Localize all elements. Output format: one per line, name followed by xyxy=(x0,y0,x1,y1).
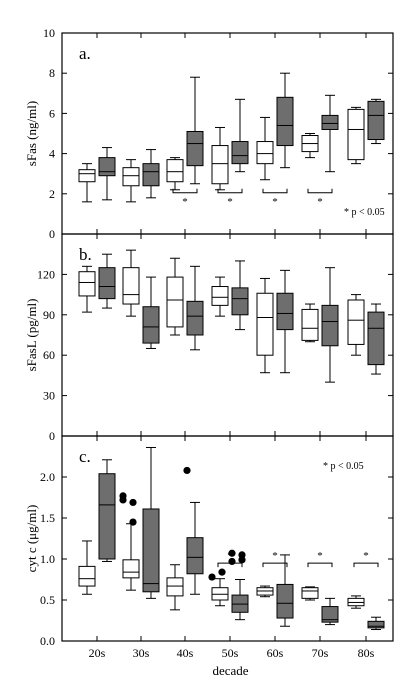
y-tick-label: 4 xyxy=(49,147,55,161)
outlier-point xyxy=(119,492,127,500)
y-tick-label: 90 xyxy=(43,308,55,322)
outlier-point xyxy=(238,551,246,559)
significance-star: * xyxy=(272,550,278,562)
significance-star: * xyxy=(227,196,233,208)
box xyxy=(276,583,294,619)
box xyxy=(98,267,116,300)
box xyxy=(276,292,294,331)
y-tick-label: 30 xyxy=(43,389,55,403)
outlier-point xyxy=(238,556,246,564)
panel-frame xyxy=(61,233,394,437)
y-tick-label: 2.0 xyxy=(40,470,55,484)
y-tick-label: 8 xyxy=(49,66,55,80)
box xyxy=(256,292,274,356)
significance-bracket xyxy=(262,562,288,568)
box xyxy=(186,130,204,167)
box xyxy=(142,508,160,593)
x-tick-label: 40s xyxy=(177,646,194,660)
box xyxy=(321,606,339,623)
box xyxy=(347,108,365,161)
outlier-point xyxy=(183,466,191,475)
y-tick-label: 0 xyxy=(49,227,55,241)
box xyxy=(367,311,385,366)
box xyxy=(166,276,184,328)
significance-bracket xyxy=(217,188,243,194)
y-tick-label: 6 xyxy=(49,106,55,120)
box xyxy=(301,587,319,599)
box xyxy=(231,141,249,165)
box xyxy=(256,141,274,165)
box xyxy=(276,96,294,147)
y-tick-label: 60 xyxy=(43,348,55,362)
panel-frame xyxy=(61,435,394,642)
panel-label: a. xyxy=(79,44,91,63)
y-axis-label: sFasL (pg/ml) xyxy=(24,299,39,372)
box xyxy=(367,620,385,629)
box xyxy=(122,267,140,305)
p-value-annotation: * p < 0.05 xyxy=(344,207,385,218)
outlier-point xyxy=(228,549,236,557)
box xyxy=(166,159,184,183)
significance-bracket xyxy=(172,188,198,194)
box xyxy=(211,286,229,306)
y-tick-label: 1.5 xyxy=(40,511,55,525)
y-tick-label: 0 xyxy=(49,429,55,443)
significance-bracket xyxy=(262,188,288,194)
outlier-point xyxy=(129,498,137,507)
box xyxy=(321,304,339,347)
y-axis-label: sFas (ng/ml) xyxy=(24,101,39,166)
box xyxy=(186,537,204,575)
box xyxy=(122,167,140,187)
box xyxy=(78,565,96,587)
box xyxy=(367,100,385,141)
box xyxy=(98,157,116,177)
box xyxy=(301,308,319,341)
box xyxy=(142,306,160,344)
box xyxy=(78,271,96,297)
outlier-point xyxy=(208,573,216,581)
y-tick-label: 10 xyxy=(43,26,55,40)
box xyxy=(98,473,116,560)
significance-bracket xyxy=(307,188,333,194)
y-tick-label: 2 xyxy=(49,187,55,201)
y-tick-label: 0.0 xyxy=(40,634,55,648)
significance-star: * xyxy=(227,550,233,562)
significance-bracket xyxy=(353,562,379,568)
y-tick-label: 1.0 xyxy=(40,552,55,566)
x-tick-label: 30s xyxy=(133,646,150,660)
significance-star: * xyxy=(363,550,369,562)
x-tick-label: 70s xyxy=(312,646,329,660)
significance-bracket xyxy=(217,562,243,568)
x-tick-label: 80s xyxy=(358,646,375,660)
panel-label: c. xyxy=(79,447,91,466)
box xyxy=(78,169,96,183)
y-axis-label: cyt c (μg/ml) xyxy=(24,505,39,573)
box xyxy=(186,300,204,336)
significance-star: * xyxy=(317,550,323,562)
box xyxy=(231,287,249,316)
x-tick-label: 20s xyxy=(89,646,106,660)
y-tick-label: 120 xyxy=(37,267,55,281)
box xyxy=(321,114,339,130)
box xyxy=(347,299,365,345)
box xyxy=(211,145,229,185)
box xyxy=(142,163,160,187)
outlier-point xyxy=(129,518,137,526)
box xyxy=(166,577,184,597)
panel-label: b. xyxy=(79,245,92,264)
y-tick-label: 0.5 xyxy=(40,593,55,607)
outlier-point xyxy=(218,568,226,576)
x-tick-label: 50s xyxy=(222,646,239,660)
significance-star: * xyxy=(317,196,323,208)
p-value-annotation: * p < 0.05 xyxy=(323,461,364,472)
significance-star: * xyxy=(182,196,188,208)
x-axis-label: decade xyxy=(212,663,248,678)
significance-star: * xyxy=(272,196,278,208)
x-tick-label: 60s xyxy=(267,646,284,660)
box xyxy=(122,559,140,579)
significance-bracket xyxy=(307,562,333,568)
